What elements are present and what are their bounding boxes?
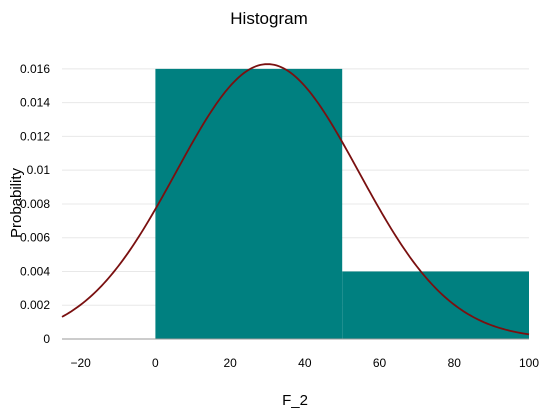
- histogram-bar: [155, 68, 343, 339]
- y-tick-label: 0.002: [20, 298, 50, 312]
- y-tick-label: 0.008: [20, 197, 50, 211]
- x-tick-label: −20: [71, 356, 92, 370]
- y-tick-label: 0.016: [20, 62, 50, 76]
- x-axis-label: F_2: [282, 392, 308, 409]
- x-tick-label: 40: [298, 356, 312, 370]
- chart-title: Histogram: [230, 9, 307, 28]
- density-curve: [61, 63, 530, 336]
- x-tick-label: 100: [519, 356, 539, 370]
- y-axis-label: Probability: [8, 167, 25, 238]
- y-axis-ticks: 0 0.002 0.004 0.006 0.008 0.01 0.012 0.014 0.016: [20, 62, 50, 346]
- x-tick-label: 80: [448, 356, 462, 370]
- x-tick-label: 0: [152, 356, 159, 370]
- x-tick-label: 60: [373, 356, 387, 370]
- y-tick-label: 0.006: [20, 231, 50, 245]
- y-tick-label: 0.012: [20, 129, 50, 143]
- y-tick-label: 0.004: [20, 264, 50, 278]
- y-tick-label: 0.01: [27, 163, 51, 177]
- x-axis-ticks: −20 0 20 40 60 80 100: [71, 356, 540, 370]
- x-tick-label: 20: [223, 356, 237, 370]
- y-tick-label: 0: [43, 332, 50, 346]
- y-tick-label: 0.014: [20, 96, 50, 110]
